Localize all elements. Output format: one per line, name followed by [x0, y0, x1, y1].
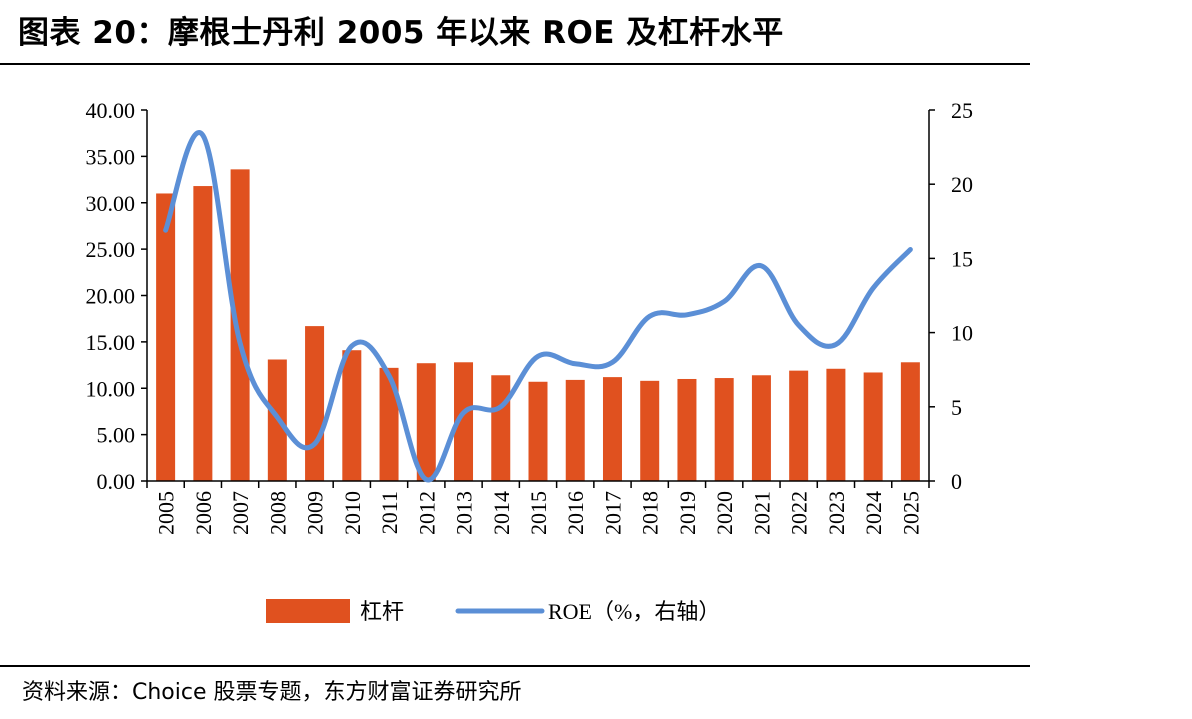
line-series-roe	[163, 130, 913, 483]
x-tick-label: 2009	[303, 491, 328, 535]
bottom-rule	[0, 665, 1030, 667]
x-tick-label: 2014	[489, 491, 514, 535]
bar-series-leverage	[156, 169, 920, 482]
x-tick-label: 2011	[377, 491, 402, 534]
left-tick-label: 10.00	[86, 376, 136, 401]
x-tick-label: 2021	[749, 491, 774, 535]
top-rule	[0, 63, 1030, 65]
right-tick-label: 0	[951, 469, 962, 494]
left-tick-label: 35.00	[86, 144, 136, 169]
x-tick-label: 2007	[228, 491, 253, 535]
x-tick-label: 2025	[898, 491, 923, 535]
left-tick-label: 20.00	[86, 284, 136, 309]
bar-2016	[565, 379, 585, 481]
bar-2015	[528, 381, 548, 481]
bar-2019	[677, 378, 697, 481]
bar-2006	[193, 186, 213, 481]
axes: 0.00 5.00 10.00 15.00 20.00 25.00 30.00 35.00 40…	[86, 98, 974, 535]
right-tick-label: 25	[951, 98, 973, 123]
legend-swatch-leverage	[266, 599, 350, 623]
x-tick-label: 2005	[154, 491, 179, 535]
bar-2007	[230, 169, 250, 482]
bar-2023	[826, 368, 846, 481]
right-tick-label: 20	[951, 172, 973, 197]
left-tick-label: 30.00	[86, 191, 136, 216]
bar-2011	[379, 367, 399, 481]
legend: 杠杆 ROE（%，右轴）	[266, 599, 720, 624]
x-tick-label: 2017	[600, 491, 625, 535]
bar-2025	[900, 362, 920, 481]
bar-2013	[454, 362, 474, 481]
legend-label-leverage: 杠杆	[360, 599, 404, 624]
x-tick-label: 2022	[787, 491, 812, 535]
x-tick-label: 2006	[191, 491, 216, 535]
bar-2020	[714, 378, 734, 481]
right-tick-label: 5	[951, 395, 962, 420]
x-tick-label: 2023	[824, 491, 849, 535]
bar-2022	[789, 370, 809, 481]
x-tick-label: 2008	[265, 491, 290, 535]
bar-2017	[602, 377, 622, 481]
right-tick-label: 15	[951, 246, 973, 271]
left-tick-label: 5.00	[97, 423, 136, 448]
bar-2018	[640, 380, 660, 481]
bar-2010	[342, 350, 362, 481]
source-note: 资料来源：Choice 股票专题，东方财富证券研究所	[22, 680, 522, 705]
figure-title: 图表 20：摩根士丹利 2005 年以来 ROE 及杠杆水平	[18, 14, 784, 51]
left-tick-label: 15.00	[86, 330, 136, 355]
bar-2009	[305, 326, 325, 481]
x-tick-label: 2012	[414, 491, 439, 535]
bar-2012	[416, 363, 436, 481]
right-tick-label: 10	[951, 321, 973, 346]
left-tick-label: 25.00	[86, 237, 136, 262]
x-tick-label: 2015	[526, 491, 551, 535]
x-tick-label: 2018	[638, 491, 663, 535]
left-tick-label: 40.00	[86, 98, 136, 123]
x-tick-label: 2020	[712, 491, 737, 535]
x-tick-label: 2024	[861, 491, 886, 535]
bar-2005	[156, 193, 176, 481]
bar-2024	[863, 372, 883, 481]
left-tick-label: 0.00	[97, 469, 136, 494]
legend-label-roe: ROE（%，右轴）	[548, 599, 720, 624]
bar-2021	[751, 375, 771, 481]
bar-2014	[491, 375, 511, 481]
x-tick-label: 2016	[563, 491, 588, 535]
figure-title-wrap: 图表 20：摩根士丹利 2005 年以来 ROE 及杠杆水平	[18, 6, 1030, 52]
x-tick-label: 2013	[452, 491, 477, 535]
x-tick-label: 2010	[340, 491, 365, 535]
x-tick-label: 2019	[675, 491, 700, 535]
chart: 0.00 5.00 10.00 15.00 20.00 25.00 30.00 35.00 40…	[86, 98, 974, 624]
